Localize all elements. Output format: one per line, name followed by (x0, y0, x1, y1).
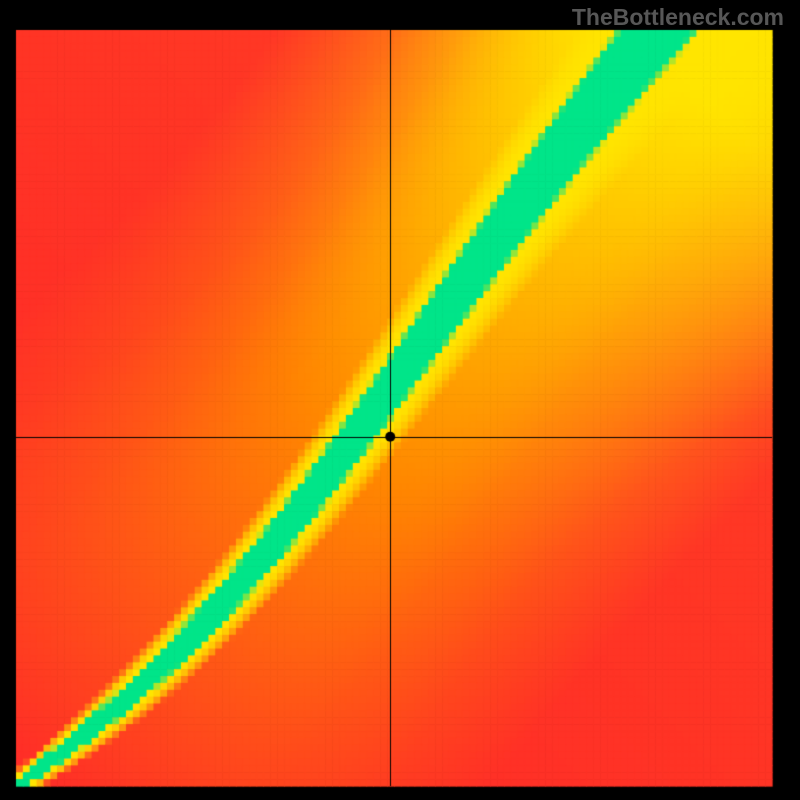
heatmap-canvas (0, 0, 800, 800)
chart-container: TheBottleneck.com (0, 0, 800, 800)
watermark-text: TheBottleneck.com (572, 4, 784, 31)
